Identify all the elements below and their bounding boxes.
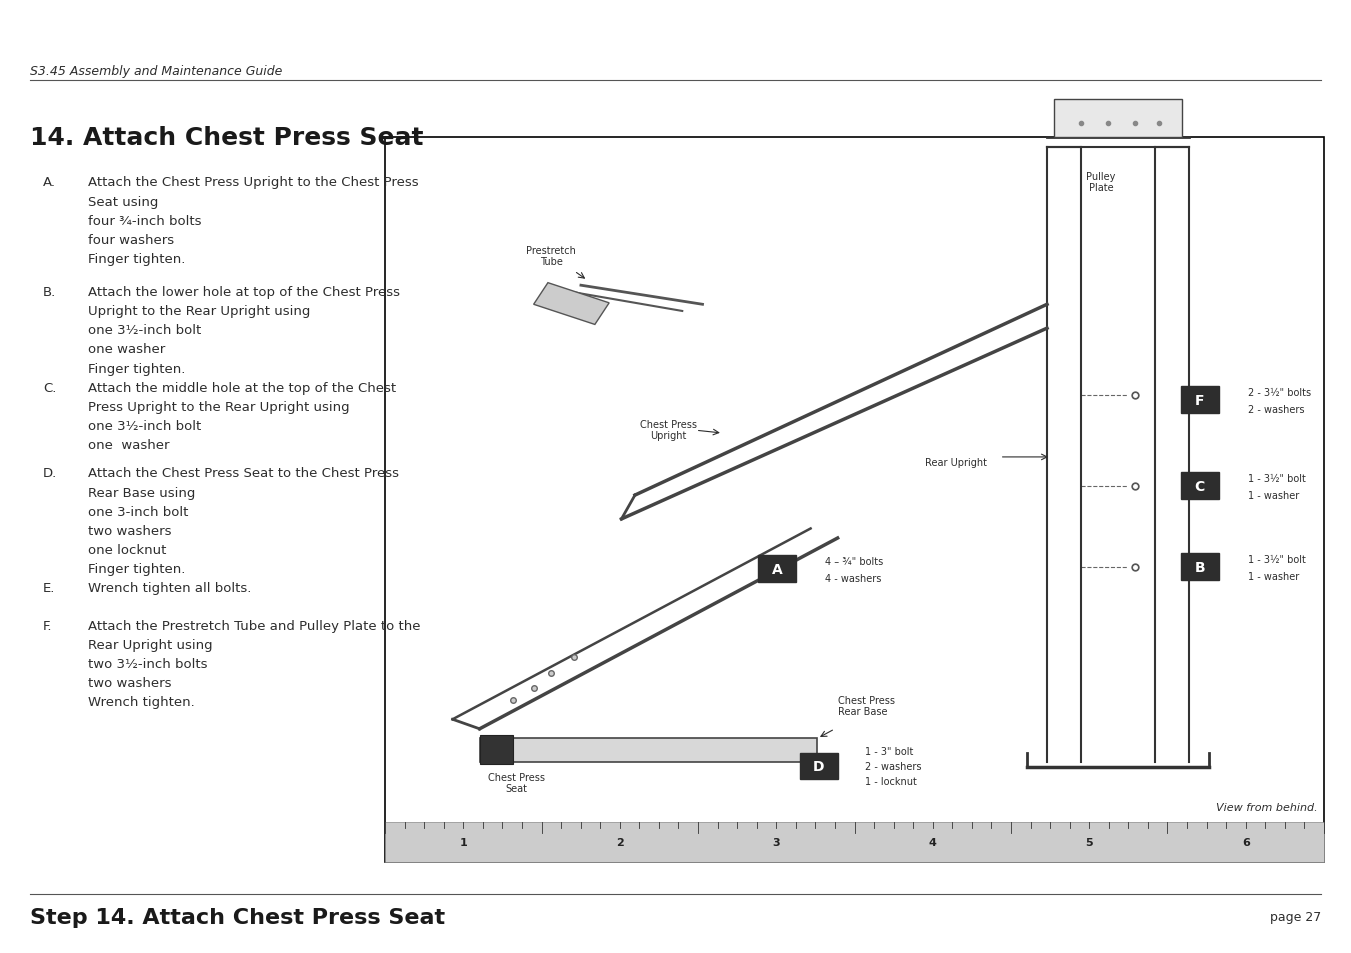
Text: Rear Upright using: Rear Upright using: [88, 639, 212, 652]
Text: B.: B.: [43, 286, 57, 299]
Text: 2 - washers: 2 - washers: [1248, 405, 1305, 415]
Text: 1: 1: [459, 837, 467, 847]
Bar: [385, 138, 1324, 862]
Text: Chest Press
Seat: Chest Press Seat: [488, 772, 544, 794]
Text: 3: 3: [773, 837, 780, 847]
Text: page 27: page 27: [1270, 910, 1321, 923]
Bar: [385, 822, 1324, 862]
Text: Step 14. Attach Chest Press Seat: Step 14. Attach Chest Press Seat: [30, 907, 444, 926]
Text: four washers: four washers: [88, 233, 174, 247]
Text: one 3½-inch bolt: one 3½-inch bolt: [88, 419, 201, 433]
Text: C: C: [1194, 479, 1205, 493]
Bar: [534, 283, 609, 325]
Text: Rear Upright: Rear Upright: [925, 457, 988, 467]
Bar: [758, 556, 796, 582]
Text: Wrench tighten all bolts.: Wrench tighten all bolts.: [88, 581, 251, 595]
Text: one  washer: one washer: [88, 438, 169, 452]
Text: 4 – ¾" bolts: 4 – ¾" bolts: [825, 557, 884, 566]
Text: A.: A.: [43, 176, 57, 190]
Text: 5: 5: [1085, 837, 1093, 847]
Text: Pulley
Plate: Pulley Plate: [1086, 172, 1116, 193]
Text: D: D: [813, 760, 824, 773]
Text: S3.45 Assembly and Maintenance Guide: S3.45 Assembly and Maintenance Guide: [30, 65, 282, 78]
Bar: [1181, 387, 1219, 414]
Text: 14. Attach Chest Press Seat: 14. Attach Chest Press Seat: [30, 126, 423, 150]
Text: 1 - locknut: 1 - locknut: [865, 777, 916, 786]
Text: 6: 6: [1242, 837, 1250, 847]
Text: Attach the Chest Press Upright to the Chest Press: Attach the Chest Press Upright to the Ch…: [88, 176, 419, 190]
Text: Chest Press
Upright: Chest Press Upright: [640, 419, 697, 441]
Text: 1 - 3½" bolt: 1 - 3½" bolt: [1248, 555, 1306, 564]
Text: Finger tighten.: Finger tighten.: [88, 362, 185, 375]
Text: Chest Press
Rear Base: Chest Press Rear Base: [838, 695, 894, 717]
Text: Attach the lower hole at top of the Chest Press: Attach the lower hole at top of the Ches…: [88, 286, 400, 299]
Text: A: A: [771, 562, 782, 576]
Text: F: F: [1194, 394, 1205, 407]
Text: 2: 2: [616, 837, 624, 847]
Bar: [1181, 473, 1219, 499]
Bar: [1054, 100, 1182, 138]
Text: C.: C.: [43, 381, 57, 395]
Text: 1 - washer: 1 - washer: [1248, 491, 1300, 500]
Text: 2 - washers: 2 - washers: [865, 761, 921, 771]
Text: Attach the Chest Press Seat to the Chest Press: Attach the Chest Press Seat to the Chest…: [88, 467, 399, 480]
Text: 1 - 3½" bolt: 1 - 3½" bolt: [1248, 474, 1306, 483]
Text: two washers: two washers: [88, 524, 172, 537]
Text: Upright to the Rear Upright using: Upright to the Rear Upright using: [88, 305, 311, 318]
Text: Wrench tighten.: Wrench tighten.: [88, 696, 195, 709]
Text: four ¾-inch bolts: four ¾-inch bolts: [88, 214, 201, 228]
Bar: [800, 753, 838, 780]
Bar: [1181, 554, 1219, 580]
Text: two washers: two washers: [88, 677, 172, 690]
Text: one locknut: one locknut: [88, 543, 166, 557]
Text: F.: F.: [43, 619, 53, 633]
Text: two 3½-inch bolts: two 3½-inch bolts: [88, 658, 207, 671]
Text: Attach the Prestretch Tube and Pulley Plate to the: Attach the Prestretch Tube and Pulley Pl…: [88, 619, 420, 633]
Text: Seat using: Seat using: [88, 195, 158, 209]
Text: 4 - washers: 4 - washers: [825, 574, 882, 583]
Text: 1 - 3" bolt: 1 - 3" bolt: [865, 746, 913, 756]
Text: B: B: [1194, 560, 1205, 574]
Text: Attach the middle hole at the top of the Chest: Attach the middle hole at the top of the…: [88, 381, 396, 395]
Text: 4: 4: [929, 837, 936, 847]
Text: D.: D.: [43, 467, 58, 480]
Text: one washer: one washer: [88, 343, 165, 356]
Text: Finger tighten.: Finger tighten.: [88, 253, 185, 266]
Bar: [480, 736, 513, 764]
Text: Finger tighten.: Finger tighten.: [88, 562, 185, 576]
Text: Prestretch
Tube: Prestretch Tube: [527, 245, 576, 267]
Text: 2 - 3½" bolts: 2 - 3½" bolts: [1248, 388, 1312, 397]
Text: one 3½-inch bolt: one 3½-inch bolt: [88, 324, 201, 337]
Bar: [480, 739, 817, 762]
Text: Rear Base using: Rear Base using: [88, 486, 195, 499]
Text: one 3-inch bolt: one 3-inch bolt: [88, 505, 188, 518]
Text: View from behind.: View from behind.: [1216, 802, 1317, 812]
Text: 1 - washer: 1 - washer: [1248, 572, 1300, 581]
Text: Press Upright to the Rear Upright using: Press Upright to the Rear Upright using: [88, 400, 350, 414]
Text: E.: E.: [43, 581, 55, 595]
